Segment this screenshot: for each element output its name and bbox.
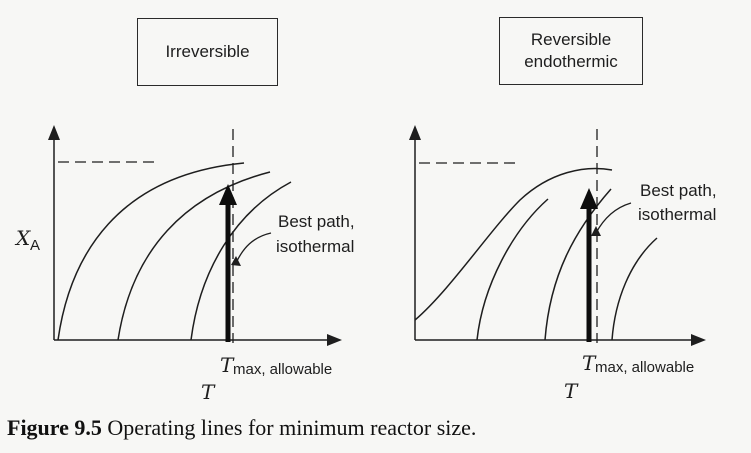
title-line: endothermic (524, 52, 618, 71)
right-annotation-line-1: Best path, (640, 181, 717, 200)
left-best-path-arrowhead (219, 184, 237, 205)
right-tmax-label-main: T (582, 351, 597, 375)
right-annotation-pointer-head (591, 226, 601, 236)
left-y-axis-label: X (14, 226, 31, 250)
left-tmax-label-sub: max, allowable (233, 361, 332, 378)
left-rate-curve-1 (57, 162, 245, 341)
right-annotation-pointer (595, 202, 632, 234)
title-line: Irreversible (165, 42, 250, 61)
panel-title-irreversible: Irreversible (137, 18, 278, 86)
right-best-path-arrowhead (580, 188, 598, 209)
left-annotation-pointer-head (231, 256, 241, 266)
left-annotation-pointer (235, 232, 272, 264)
left-x-axis-label: T (201, 380, 216, 404)
right-x-axis-arrowhead (691, 334, 706, 346)
left-tmax-label-main: T (220, 353, 235, 377)
left-annotation-line-1: Best path, (278, 212, 355, 231)
y-label-main: X (14, 226, 31, 250)
title-line: Reversible (530, 30, 612, 49)
left-panel: Best path, isothermal X A T max, allowab… (14, 125, 355, 404)
right-rate-curve-2 (476, 198, 549, 341)
left-x-axis-arrowhead (327, 334, 342, 346)
right-y-axis-arrowhead (409, 125, 421, 140)
left-y-axis-label-sub: A (30, 237, 40, 254)
figure-caption: Figure 9.5 Operating lines for minimum r… (7, 415, 476, 441)
left-y-axis-arrowhead (48, 125, 60, 140)
right-panel: Best path, isothermal T max, allowable T (409, 125, 717, 403)
left-rate-curve-3 (190, 181, 292, 341)
panel-title-reversible-endothermic: Reversible endothermic (499, 17, 643, 85)
right-rate-curve-1 (414, 167, 613, 321)
right-rate-curve-4 (611, 237, 658, 341)
left-rate-curve-2 (117, 171, 271, 341)
figure-caption-text: Operating lines for minimum reactor size… (107, 415, 477, 440)
right-x-axis-label: T (564, 379, 579, 403)
left-annotation-line-2: isothermal (276, 237, 354, 256)
figure-number: Figure 9.5 (7, 415, 102, 440)
right-annotation-line-2: isothermal (638, 205, 716, 224)
right-tmax-label-sub: max, allowable (595, 359, 694, 376)
right-rate-curve-3 (544, 188, 612, 341)
